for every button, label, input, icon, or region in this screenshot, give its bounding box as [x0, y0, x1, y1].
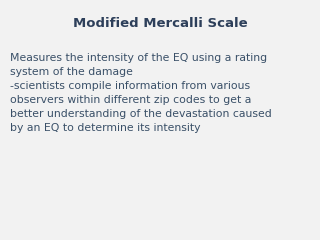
Text: Modified Mercalli Scale: Modified Mercalli Scale [73, 17, 247, 30]
Text: Measures the intensity of the EQ using a rating
system of the damage
-scientists: Measures the intensity of the EQ using a… [10, 53, 271, 133]
